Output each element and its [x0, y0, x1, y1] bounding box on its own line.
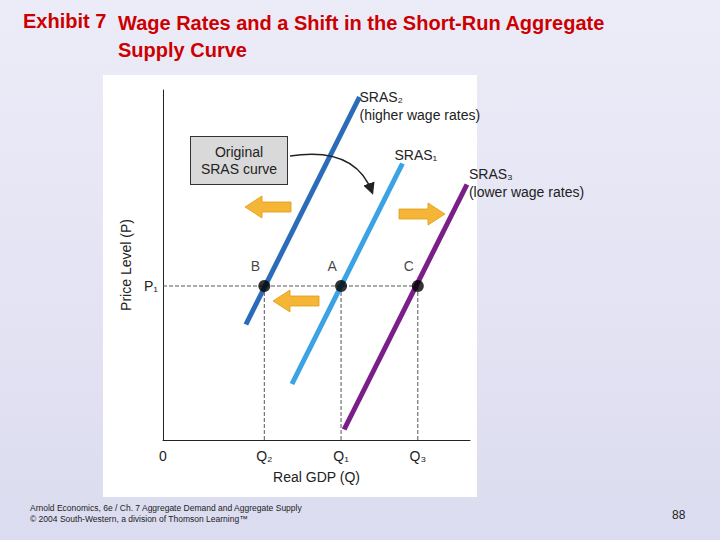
svg-text:C: C [404, 258, 414, 274]
svg-text:Real GDP (Q): Real GDP (Q) [273, 469, 360, 485]
svg-text:P₁: P₁ [144, 278, 158, 294]
html-text:© 2004 South-Western, a divisi: © 2004 South-Western, a division of Thom… [30, 514, 248, 524]
svg-text:B: B [251, 258, 260, 274]
svg-text:SRAS₃: SRAS₃ [469, 166, 513, 182]
html-text:Wage Rates and a Shift in the: Wage Rates and a Shift in the Short-Run … [118, 12, 605, 61]
svg-text:Q₁: Q₁ [333, 448, 349, 464]
html-text:Arnold Economics, 6e / Ch. 7 A: Arnold Economics, 6e / Ch. 7 Aggregate D… [30, 503, 302, 513]
svg-text:Q₂: Q₂ [256, 448, 272, 464]
svg-text:Price Level (P): Price Level (P) [118, 219, 134, 311]
html-text:Exhibit 7: Exhibit 7 [23, 10, 107, 32]
svg-text:0: 0 [159, 448, 167, 464]
html-text:88: 88 [672, 508, 686, 522]
svg-text:A: A [327, 258, 337, 274]
svg-text:SRAS₂: SRAS₂ [359, 89, 403, 105]
svg-text:(lower wage rates): (lower wage rates) [469, 184, 584, 200]
svg-text:(higher wage rates): (higher wage rates) [359, 107, 480, 123]
svg-text:SRAS₁: SRAS₁ [394, 147, 437, 163]
svg-text:Q₃: Q₃ [410, 448, 427, 464]
html-text:Original SRAS curve: Original SRAS curve [200, 143, 278, 177]
